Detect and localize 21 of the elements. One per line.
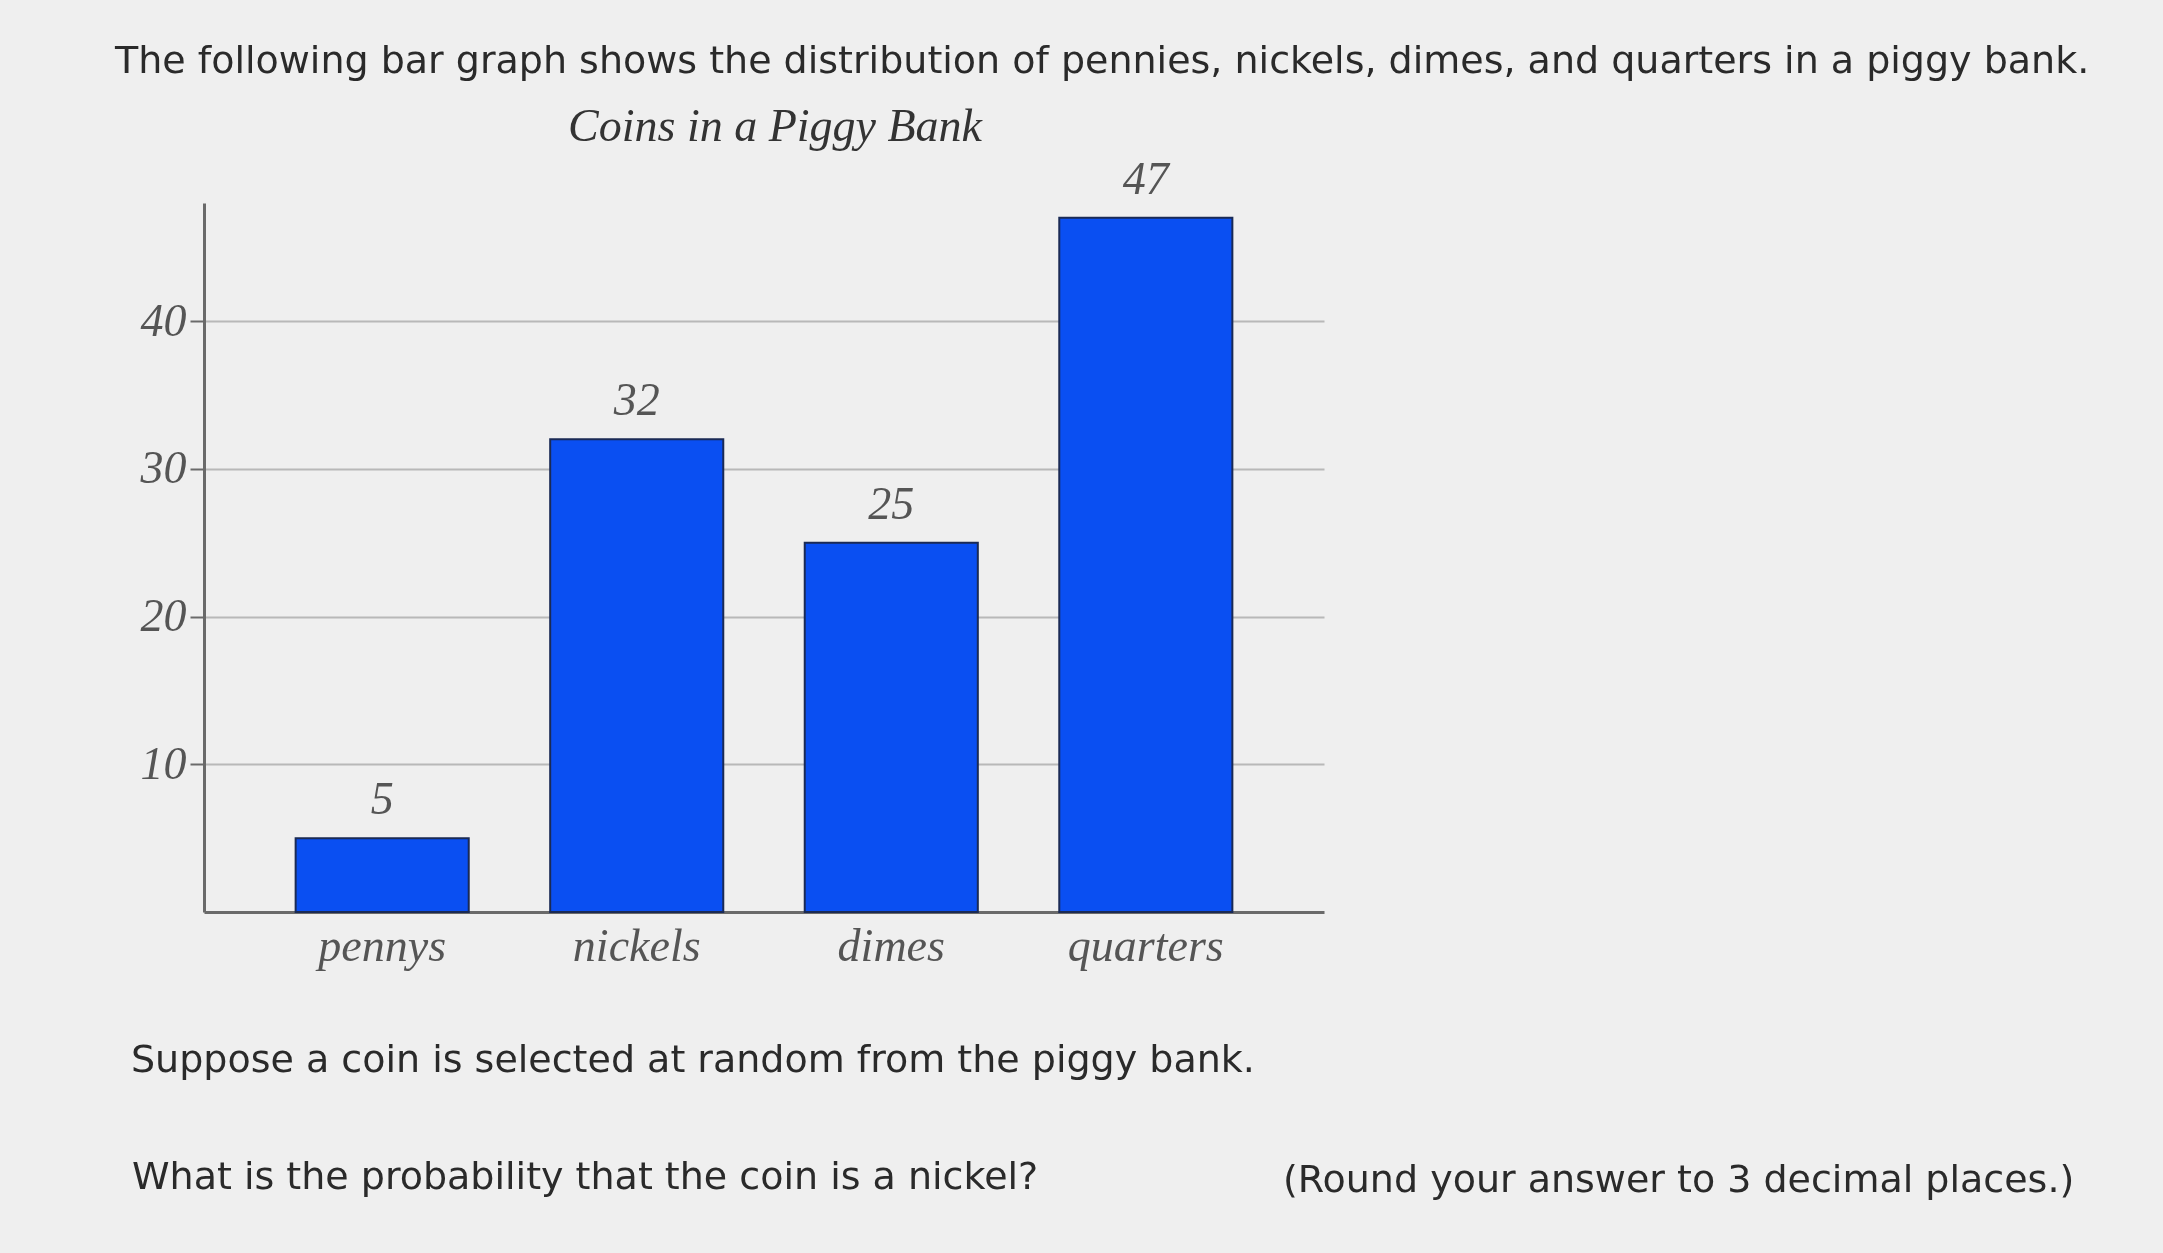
text: Suppose a coin is selected at random from the piggy bank. bbox=[131, 1037, 1255, 1081]
x-tick-label: pennys bbox=[315, 919, 447, 971]
chart-title: Coins in a Piggy Bank bbox=[568, 100, 984, 151]
y-tick-label: 20 bbox=[140, 590, 187, 642]
data-label: 47 bbox=[1122, 152, 1171, 204]
y-tick-label: 40 bbox=[140, 294, 187, 346]
text: What is the probability that the coin is a nickel? bbox=[132, 1154, 1039, 1198]
bar bbox=[803, 541, 979, 913]
x-tick-label: dimes bbox=[837, 919, 945, 971]
data-label: 32 bbox=[612, 374, 660, 426]
y-tick-label: 30 bbox=[139, 442, 187, 494]
x-tick-label: nickels bbox=[572, 919, 701, 971]
x-tick-label: quarters bbox=[1067, 919, 1224, 971]
y-tick-label: 10 bbox=[140, 737, 187, 789]
data-label: 5 bbox=[370, 773, 394, 825]
data-label: 25 bbox=[868, 477, 915, 529]
bar bbox=[1058, 216, 1234, 913]
bar bbox=[294, 837, 470, 913]
bar bbox=[549, 438, 725, 913]
text: (Round your answer to 3 decimal places.) bbox=[1283, 1157, 2075, 1201]
text: The following bar graph shows the distribution of pennies, nickels, dimes, and quarters in a piggy bank. bbox=[114, 38, 2090, 82]
